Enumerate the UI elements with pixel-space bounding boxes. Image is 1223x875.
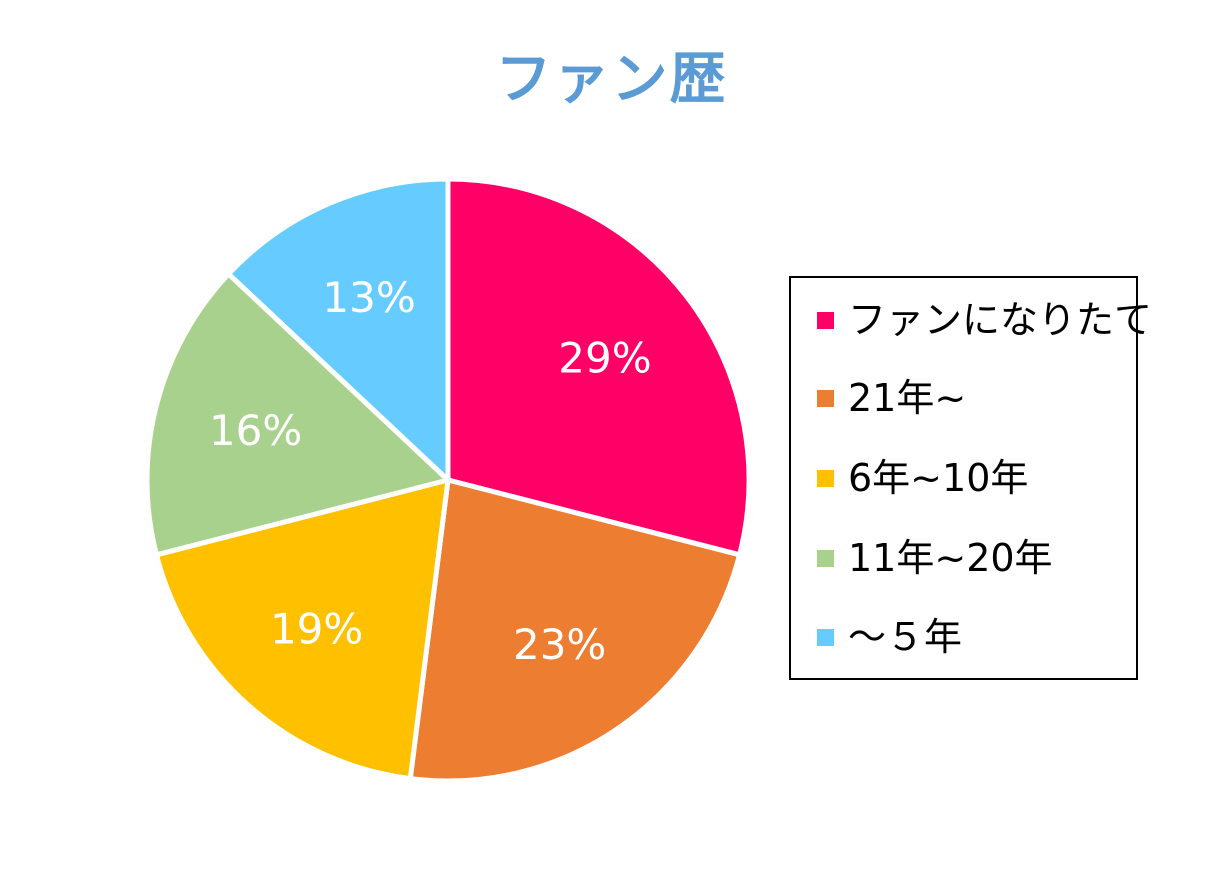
slice-label-4: 16% [209,406,302,455]
legend-item-5: ～５年 [817,609,962,665]
legend-label-2: 21年~ [848,376,967,420]
legend-label-5: ～５年 [848,615,963,659]
legend-item-4: 11年~20年 [817,530,1053,586]
slice-label-5: 13% [322,273,415,322]
pie-slice-5 [226,176,451,483]
legend-label-1: ファンになりたて [848,298,1153,342]
legend-swatch-4 [817,549,834,567]
legend-swatch-2 [817,389,834,407]
slice-label-3: 19% [270,605,363,654]
pie-slice-4 [144,271,451,558]
legend-item-1: ファンになりたて [817,292,1152,348]
legend-swatch-1 [817,311,834,329]
pie-slice-3 [153,477,451,782]
pie-slice-2 [407,477,743,784]
pie-slice-1 [445,176,752,558]
legend-item-2: 21年~ [817,370,966,426]
slice-label-2: 23% [513,620,606,669]
legend-swatch-5 [817,628,834,646]
slice-label-1: 29% [558,334,651,383]
chart-legend: ファンになりたて 21年~ 6年~10年 11年~20年 ～５年 [789,276,1152,680]
legend-label-3: 6年~10年 [848,456,1029,500]
legend-swatch-3 [817,469,834,487]
chart-title: ファン歴 [495,47,728,112]
legend-item-3: 6年~10年 [817,450,1028,506]
legend-label-4: 11年~20年 [848,536,1053,580]
